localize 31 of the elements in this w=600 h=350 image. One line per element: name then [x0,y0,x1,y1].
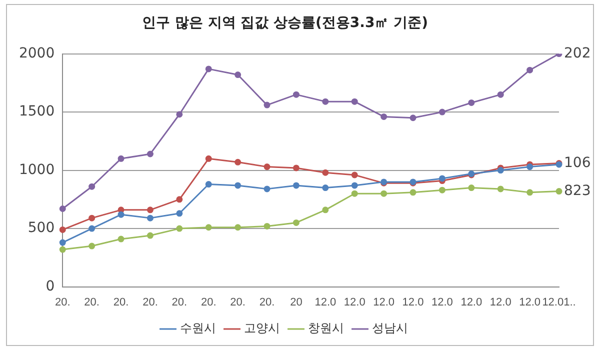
x-tick-label: 20 [290,296,302,308]
x-tick-label: 20. [142,296,158,308]
y-tick-label: 1500 [18,104,55,120]
annotation: 823 [564,182,591,199]
y-tick-label: 500 [28,220,55,236]
x-tick-label: 12.0 [460,296,482,308]
legend-label: 창원시 [308,321,344,336]
chart-title: 인구 많은 지역 집값 상승률(전용3.3㎡ 기준) [142,15,428,32]
x-tick-label: 20. [113,296,129,308]
x-tick-label: 12.0 [431,296,453,308]
legend-label: 고양시 [244,321,280,336]
x-tick-label: 12.0 [373,296,395,308]
x-tick-label: 12.0 [519,296,541,308]
x-tick-label: 12.0 [490,296,512,308]
y-tick-label: 1000 [18,162,55,178]
annotation: 106 [564,154,591,171]
x-tick-label: 20. [259,296,275,308]
x-tick-label: 12.0 [314,296,336,308]
x-tick-label: 20. [230,296,246,308]
y-tick-label: 2000 [18,45,55,62]
x-tick-label: 20. [200,296,216,308]
y-tick-label: 0 [46,278,55,294]
x-tick-label: 20. [84,296,100,308]
x-tick-label: 20. [54,296,70,308]
x-tick-label: 12.01.. [542,296,576,308]
x-tick-label: 12.0 [402,296,424,308]
x-tick-label: 12.0 [344,296,366,308]
legend-label: 수원시 [180,321,216,336]
annotation: 202 [564,45,591,62]
legend-label: 성남시 [372,321,408,336]
x-tick-label: 20. [172,296,188,308]
